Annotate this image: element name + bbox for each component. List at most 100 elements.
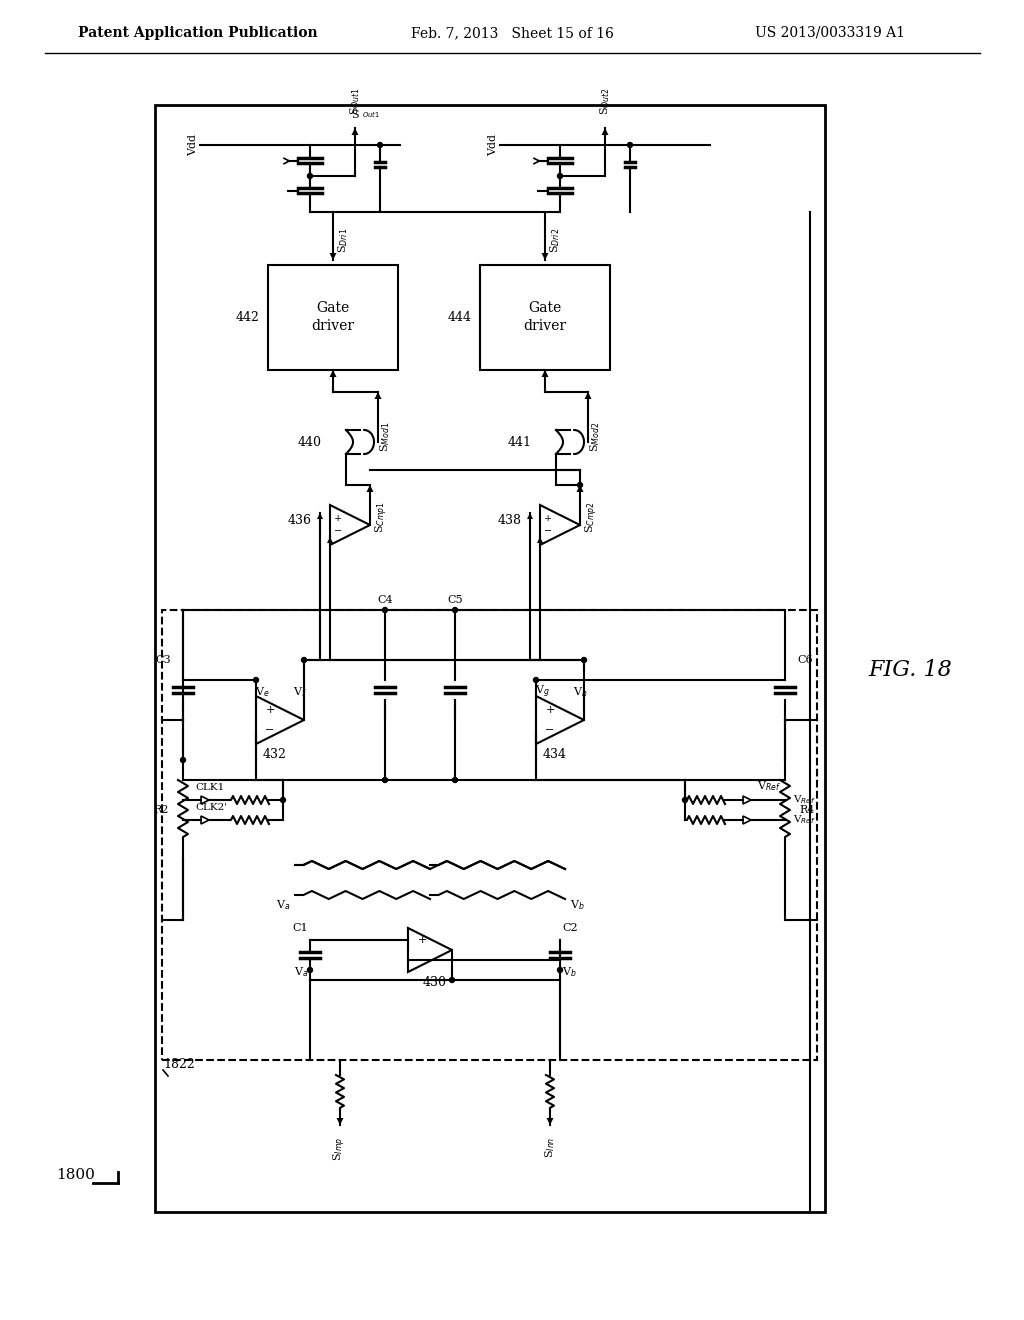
Text: 444: 444 <box>449 312 472 323</box>
Polygon shape <box>330 253 337 260</box>
Text: Gate: Gate <box>528 301 561 314</box>
Circle shape <box>582 657 587 663</box>
Text: 430: 430 <box>423 975 447 989</box>
Text: C6: C6 <box>797 655 813 665</box>
Text: CLK1: CLK1 <box>195 784 224 792</box>
Text: V$_h$: V$_h$ <box>572 685 588 698</box>
Text: Patent Application Publication: Patent Application Publication <box>78 26 317 40</box>
Text: S: S <box>351 110 358 120</box>
Circle shape <box>378 143 383 148</box>
Circle shape <box>307 173 312 178</box>
Circle shape <box>180 758 185 763</box>
Polygon shape <box>542 370 549 378</box>
Polygon shape <box>317 513 323 519</box>
Text: C1: C1 <box>293 923 308 933</box>
Circle shape <box>301 657 306 663</box>
Text: V$_a$: V$_a$ <box>275 898 290 912</box>
Text: S$_{Cmp1}$: S$_{Cmp1}$ <box>374 502 390 533</box>
Circle shape <box>534 677 539 682</box>
Text: 438: 438 <box>498 513 522 527</box>
Text: −: − <box>265 725 274 735</box>
Text: +: + <box>265 705 274 715</box>
Text: S$_{Dri1}$: S$_{Dri1}$ <box>336 227 350 252</box>
Circle shape <box>281 797 286 803</box>
Polygon shape <box>537 537 543 543</box>
Text: S$_{Dri2}$: S$_{Dri2}$ <box>548 227 562 252</box>
Polygon shape <box>577 484 584 492</box>
Text: S$_{Out1}$: S$_{Out1}$ <box>348 87 361 115</box>
Text: driver: driver <box>311 318 354 333</box>
Polygon shape <box>542 253 549 260</box>
Text: S$_{Mod1}$: S$_{Mod1}$ <box>378 422 392 453</box>
Circle shape <box>557 173 562 178</box>
Text: S$_{Inn}$: S$_{Inn}$ <box>543 1137 557 1159</box>
Text: −: − <box>334 527 342 536</box>
Text: V$_a$: V$_a$ <box>294 965 308 979</box>
Text: −: − <box>544 527 552 536</box>
Text: +: + <box>546 705 555 715</box>
Circle shape <box>383 777 387 783</box>
Polygon shape <box>330 370 337 378</box>
Text: US 2013/0033319 A1: US 2013/0033319 A1 <box>755 26 905 40</box>
Polygon shape <box>337 1118 343 1125</box>
Bar <box>480 265 610 370</box>
Polygon shape <box>547 1118 554 1125</box>
Text: 441: 441 <box>508 436 532 449</box>
Polygon shape <box>351 128 358 135</box>
Bar <box>155 106 825 1212</box>
Circle shape <box>450 978 455 982</box>
Circle shape <box>453 777 458 783</box>
Text: C2: C2 <box>562 923 578 933</box>
Text: 1822: 1822 <box>163 1059 195 1072</box>
Text: V$_b$: V$_b$ <box>570 898 585 912</box>
Polygon shape <box>601 128 608 135</box>
Text: Feb. 7, 2013   Sheet 15 of 16: Feb. 7, 2013 Sheet 15 of 16 <box>411 26 613 40</box>
Text: S$_{Cmp2}$: S$_{Cmp2}$ <box>584 502 600 533</box>
Text: +: + <box>418 935 427 945</box>
Polygon shape <box>375 392 382 399</box>
Text: Gate: Gate <box>316 301 349 314</box>
Text: Vdd: Vdd <box>188 135 198 156</box>
Text: +: + <box>334 513 342 523</box>
Text: S$_{Mod2}$: S$_{Mod2}$ <box>588 422 602 453</box>
Bar <box>268 265 398 370</box>
Circle shape <box>453 607 458 612</box>
Text: +: + <box>544 513 552 523</box>
Bar <box>162 610 817 1060</box>
Text: R4: R4 <box>799 805 814 814</box>
Text: 1800: 1800 <box>56 1168 95 1181</box>
Text: V$_g$: V$_g$ <box>535 684 550 700</box>
Text: driver: driver <box>523 318 566 333</box>
Text: V$_{Ref}$: V$_{Ref}$ <box>793 793 816 807</box>
Text: −: − <box>418 954 427 965</box>
Text: V$_{Ref}$: V$_{Ref}$ <box>793 813 816 826</box>
Text: C4: C4 <box>377 595 393 605</box>
Text: V$_f$: V$_f$ <box>293 685 307 698</box>
Text: 432: 432 <box>263 748 287 762</box>
Circle shape <box>628 143 633 148</box>
Text: Vdd: Vdd <box>488 135 498 156</box>
Polygon shape <box>585 392 592 399</box>
Polygon shape <box>327 537 333 543</box>
Circle shape <box>254 677 258 682</box>
Text: 442: 442 <box>237 312 260 323</box>
Text: 434: 434 <box>543 748 567 762</box>
Text: S$_{Imp}$: S$_{Imp}$ <box>332 1137 348 1162</box>
Text: CLK2': CLK2' <box>195 804 227 813</box>
Text: FIG. 18: FIG. 18 <box>868 659 952 681</box>
Text: $_{Out1}$: $_{Out1}$ <box>362 110 380 120</box>
Text: S$_{Out2}$: S$_{Out2}$ <box>598 87 612 115</box>
Circle shape <box>578 483 583 487</box>
Circle shape <box>683 797 687 803</box>
Polygon shape <box>527 513 534 519</box>
Text: 436: 436 <box>288 513 312 527</box>
Text: V$_{Ref}$: V$_{Ref}$ <box>757 779 781 793</box>
Circle shape <box>383 607 387 612</box>
Text: C5: C5 <box>447 595 463 605</box>
Polygon shape <box>367 484 374 492</box>
Circle shape <box>557 968 562 973</box>
Text: R2: R2 <box>154 805 169 814</box>
Circle shape <box>307 968 312 973</box>
Text: −: − <box>546 725 555 735</box>
Text: V$_e$: V$_e$ <box>255 685 269 698</box>
